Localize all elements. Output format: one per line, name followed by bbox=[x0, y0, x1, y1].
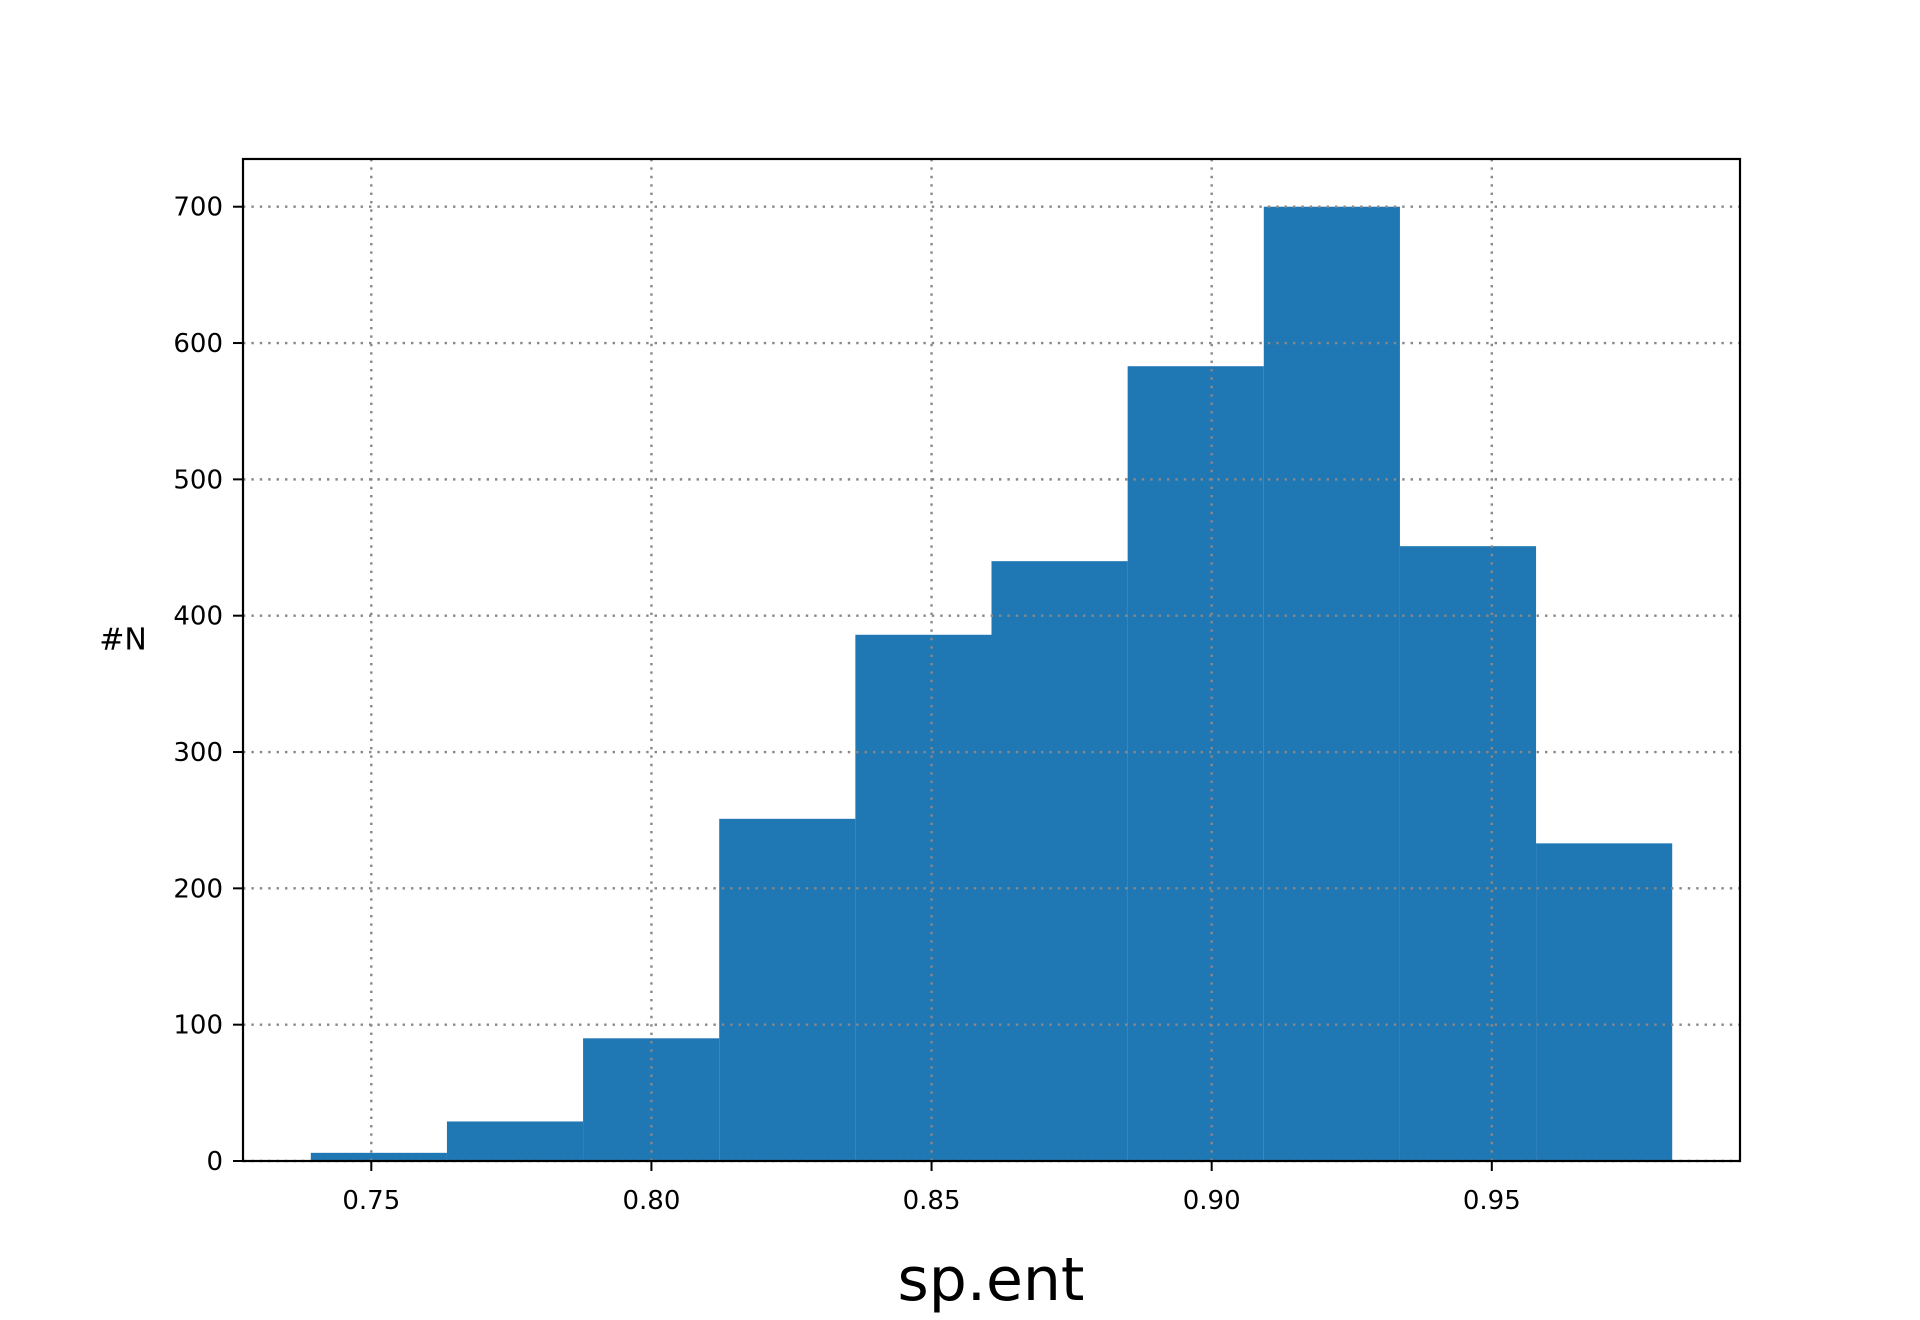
histogram-bar bbox=[1536, 843, 1673, 1161]
y-tick-label: 600 bbox=[173, 329, 223, 359]
histogram-bar bbox=[446, 1121, 584, 1161]
x-tick-label: 0.90 bbox=[1183, 1186, 1241, 1216]
plot-frame bbox=[241, 157, 1742, 1163]
histogram-bar bbox=[719, 818, 856, 1161]
y-tick-label: 0 bbox=[206, 1147, 223, 1177]
histogram-bar bbox=[1263, 206, 1400, 1161]
y-tick-label: 700 bbox=[173, 193, 223, 223]
y-tick-label: 100 bbox=[173, 1011, 223, 1041]
x-tick-label: 0.95 bbox=[1463, 1186, 1521, 1216]
y-tick-label: 500 bbox=[173, 465, 223, 495]
histogram-bar bbox=[855, 634, 992, 1161]
histogram-bar bbox=[1399, 546, 1537, 1161]
y-tick-label: 200 bbox=[173, 874, 223, 904]
bars bbox=[310, 206, 1673, 1162]
histogram-bar bbox=[991, 561, 1128, 1161]
y-tick-label: 300 bbox=[173, 738, 223, 768]
x-axis-label: sp.ent bbox=[898, 1245, 1085, 1315]
y-axis-label: #N bbox=[99, 623, 147, 658]
y-tick-label: 400 bbox=[173, 602, 223, 632]
x-tick-label: 0.80 bbox=[622, 1186, 680, 1216]
x-tick-label: 0.85 bbox=[903, 1186, 961, 1216]
histogram-bar bbox=[1127, 366, 1264, 1162]
histogram-bar bbox=[310, 1152, 447, 1161]
ticks: 0.75 0.80 0.85 0.90 0.95 0 100 200 300 400 500 600 7… bbox=[173, 193, 1520, 1216]
x-tick-label: 0.75 bbox=[342, 1186, 400, 1216]
